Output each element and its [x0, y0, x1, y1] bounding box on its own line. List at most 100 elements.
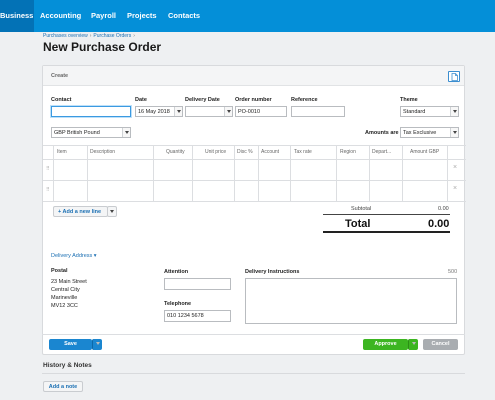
- nav-accounting[interactable]: Accounting: [40, 11, 82, 20]
- contact-input[interactable]: [51, 106, 131, 117]
- column-header-tax-rate: Tax rate: [294, 149, 312, 155]
- theme-value: Standard: [403, 109, 426, 115]
- address-line: Central City: [51, 287, 80, 293]
- totals-divider: [323, 231, 450, 233]
- total-value: 0.00: [428, 218, 450, 230]
- top-navigation: Business Accounting Payroll Projects Con…: [0, 0, 495, 32]
- table-border: [87, 145, 88, 201]
- column-header-description: Description: [90, 149, 116, 155]
- nav-contacts[interactable]: Contacts: [168, 11, 201, 20]
- column-header-unit-price: Unit price: [205, 149, 227, 155]
- amounts-are-value: Tax Exclusive: [403, 130, 437, 136]
- chevron-down-icon[interactable]: [174, 107, 182, 116]
- date-value: 16 May 2018: [138, 109, 170, 115]
- breadcrumb-separator: ›: [133, 33, 135, 39]
- attention-input[interactable]: [164, 278, 231, 290]
- table-border: [369, 145, 370, 201]
- table-border: [153, 145, 154, 201]
- delivery-instructions-label: Delivery Instructions: [245, 269, 300, 275]
- table-border: [192, 145, 193, 201]
- telephone-input[interactable]: 010 1234 5678: [164, 310, 231, 322]
- theme-label: Theme: [400, 97, 418, 103]
- cancel-button[interactable]: Cancel: [423, 339, 458, 350]
- telephone-label: Telephone: [164, 301, 192, 307]
- table-border: [336, 145, 337, 201]
- delivery-date-picker[interactable]: [185, 106, 233, 117]
- column-header-item: Item: [57, 149, 67, 155]
- drag-handle-icon[interactable]: ⠿: [46, 166, 50, 172]
- card-header: Create: [43, 66, 464, 86]
- breadcrumb: Purchases overview › Purchase Orders ›: [43, 33, 137, 39]
- table-border: [402, 145, 403, 201]
- amounts-are-label: Amounts are: [365, 130, 399, 136]
- column-header-quantity: Quantity: [166, 149, 185, 155]
- subtotal-label: Subtotal: [351, 206, 372, 212]
- add-line-dropdown[interactable]: [107, 206, 117, 217]
- add-line-button[interactable]: + Add a new line: [53, 206, 108, 217]
- address-line: 23 Main Street: [51, 279, 87, 285]
- column-header-account: Account: [261, 149, 280, 155]
- column-header-region: Region: [340, 149, 356, 155]
- contact-label: Contact: [51, 97, 72, 103]
- order-number-label: Order number: [235, 97, 272, 103]
- reference-input[interactable]: [291, 106, 345, 117]
- delivery-address-toggle[interactable]: Delivery Address ▾: [51, 253, 97, 259]
- table-border: [258, 145, 259, 201]
- column-header-discount: Disc %: [237, 149, 253, 155]
- table-border: [43, 159, 466, 160]
- save-button[interactable]: Save: [49, 339, 92, 350]
- address-line: Marineville: [51, 295, 78, 301]
- table-border: [53, 145, 54, 201]
- delete-row-icon[interactable]: ×: [453, 164, 458, 171]
- chevron-down-icon[interactable]: [122, 128, 130, 137]
- nav-payroll[interactable]: Payroll: [91, 11, 117, 20]
- table-border: [290, 145, 291, 201]
- approve-button[interactable]: Approve: [363, 339, 408, 350]
- breadcrumb-purchases-overview[interactable]: Purchases overview: [43, 33, 88, 39]
- actions-divider: [42, 334, 465, 335]
- approve-dropdown[interactable]: [408, 339, 418, 350]
- breadcrumb-purchase-orders[interactable]: Purchase Orders: [93, 33, 132, 39]
- table-border: [447, 145, 448, 201]
- column-header-department: Depart...: [372, 149, 392, 155]
- subtotal-value: 0.00: [438, 206, 449, 212]
- table-border: [43, 201, 466, 202]
- chevron-down-icon[interactable]: [450, 107, 458, 116]
- order-number-input[interactable]: PO-0010: [235, 106, 287, 117]
- history-divider: [42, 373, 465, 374]
- currency-value: GBP British Pound: [54, 130, 100, 136]
- nav-projects[interactable]: Projects: [127, 11, 157, 20]
- add-note-button[interactable]: Add a note: [43, 381, 83, 392]
- drag-handle-icon[interactable]: ⠿: [46, 187, 50, 193]
- address-line: MV12 3CC: [51, 303, 78, 309]
- total-label: Total: [345, 218, 371, 230]
- postal-label: Postal: [51, 268, 68, 274]
- card-title: Create: [51, 73, 69, 79]
- date-picker[interactable]: 16 May 2018: [135, 106, 183, 117]
- table-border: [234, 145, 235, 201]
- table-border: [43, 180, 466, 181]
- breadcrumb-separator: ›: [89, 33, 92, 39]
- delivery-instructions-textarea[interactable]: [245, 278, 457, 324]
- column-header-amount: Amount GBP: [410, 149, 440, 155]
- chevron-down-icon: [108, 207, 116, 216]
- history-notes-heading: History & Notes: [43, 362, 92, 369]
- table-border: [43, 145, 466, 146]
- attention-label: Attention: [164, 269, 189, 275]
- delete-row-icon[interactable]: ×: [453, 185, 458, 192]
- chevron-down-icon[interactable]: [224, 107, 232, 116]
- nav-business[interactable]: Business: [0, 0, 34, 32]
- line-items-table: Item Description Quantity Unit price Dis…: [43, 145, 466, 205]
- currency-select[interactable]: GBP British Pound: [51, 127, 131, 138]
- totals-divider: [323, 214, 450, 215]
- character-count: 500: [448, 269, 458, 275]
- reference-label: Reference: [291, 97, 318, 103]
- chevron-down-icon[interactable]: [450, 128, 458, 137]
- chevron-down-icon: [410, 339, 418, 348]
- theme-select[interactable]: Standard: [400, 106, 459, 117]
- delivery-date-label: Delivery Date: [185, 97, 220, 103]
- amounts-are-select[interactable]: Tax Exclusive: [400, 127, 459, 138]
- document-icon[interactable]: [448, 71, 460, 82]
- save-dropdown[interactable]: [92, 339, 102, 350]
- chevron-down-icon: [94, 339, 102, 348]
